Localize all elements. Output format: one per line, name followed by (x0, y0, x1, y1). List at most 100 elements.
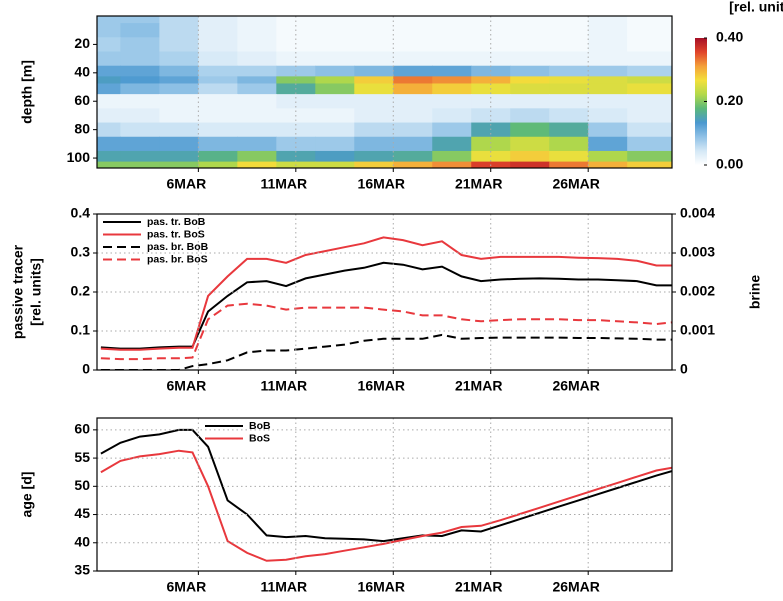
heat-cell (315, 76, 355, 85)
heat-cell (510, 108, 550, 124)
heat-cell (627, 76, 672, 85)
heat-cell (627, 37, 672, 53)
heat-cell (120, 51, 160, 67)
heat-cell (315, 108, 355, 124)
heat-cell (588, 51, 628, 67)
y-tick-label: 35 (74, 562, 90, 578)
series-line (100, 428, 672, 543)
y2-tick-label: 0.004 (680, 205, 715, 221)
heat-cell (237, 94, 277, 109)
heat-cell (393, 16, 433, 24)
legend-label: BoB (249, 420, 271, 432)
heat-cell (237, 37, 277, 53)
heat-cell (627, 16, 672, 24)
heat-cell (276, 37, 316, 53)
heat-cell (588, 76, 628, 85)
y2-tick-label: 0.002 (680, 283, 715, 299)
heat-cell (237, 150, 277, 163)
heat-cell (471, 136, 511, 152)
heat-cell (393, 94, 433, 109)
y-axis-label: [rel. units] (28, 258, 44, 326)
x-tick-label: 16MAR (358, 579, 405, 595)
heat-cell (588, 65, 628, 77)
heat-cell (549, 161, 589, 168)
heat-cell (120, 150, 160, 163)
heat-cell (510, 122, 550, 138)
heat-cell (627, 122, 672, 138)
heat-cell (393, 136, 433, 152)
heat-cell (393, 150, 433, 163)
plot-area (100, 236, 672, 370)
heat-cell (97, 83, 121, 95)
y-tick-label: 0.2 (71, 283, 91, 299)
colorbar-tick-label: 0.20 (716, 92, 743, 108)
heat-cell (393, 161, 433, 168)
legend-label: pas. tr. BoB (147, 216, 206, 228)
heat-cell (120, 65, 160, 77)
y-axis-label: age [d] (19, 472, 35, 518)
heat-cell (97, 122, 121, 138)
heat-cell (471, 51, 511, 67)
y-axis-label: passive tracer (10, 244, 26, 339)
heat-cell (198, 16, 238, 24)
heat-cell (354, 83, 394, 95)
heat-cell (159, 161, 199, 168)
heat-cell (510, 37, 550, 53)
heat-cell (588, 23, 628, 38)
heat-cell (159, 51, 199, 67)
legend-label: pas. br. BoB (147, 241, 209, 253)
heat-cell (510, 76, 550, 85)
heat-cell (97, 161, 121, 168)
heat-cell (120, 122, 160, 138)
heat-cell (549, 122, 589, 138)
heat-cell (354, 16, 394, 24)
heat-cell (198, 136, 238, 152)
heat-cell (432, 83, 472, 95)
y-tick-label: 60 (74, 421, 90, 437)
heat-cell (510, 51, 550, 67)
heat-cell (97, 136, 121, 152)
heat-cell (354, 161, 394, 168)
heat-cell (237, 122, 277, 138)
heat-cell (159, 94, 199, 109)
legend-label: pas. tr. BoS (147, 228, 205, 240)
heat-cell (198, 108, 238, 124)
heat-cell (120, 23, 160, 38)
heat-cell (549, 136, 589, 152)
heat-cell (198, 23, 238, 38)
heat-cell (315, 83, 355, 95)
heat-cell (393, 76, 433, 85)
heat-cell (159, 23, 199, 38)
y-tick-label: 0.4 (71, 205, 91, 221)
heat-cell (432, 150, 472, 163)
heat-cell (97, 23, 121, 38)
heat-cell (315, 51, 355, 67)
colorbar (695, 38, 707, 165)
heat-cell (315, 122, 355, 138)
heat-cell (393, 108, 433, 124)
heat-cell (237, 65, 277, 77)
heat-cell (627, 94, 672, 109)
heat-cell (120, 83, 160, 95)
heat-cell (354, 51, 394, 67)
heat-cell (471, 16, 511, 24)
heat-cell (159, 122, 199, 138)
x-tick-label: 11MAR (260, 176, 307, 192)
heat-cell (549, 16, 589, 24)
heat-cell (432, 65, 472, 77)
heat-cell (510, 136, 550, 152)
heat-cell (432, 37, 472, 53)
heat-cell (354, 94, 394, 109)
heat-cell (198, 83, 238, 95)
heat-cell (510, 94, 550, 109)
heat-cell (510, 83, 550, 95)
legend-label: pas. br. BoS (147, 253, 208, 265)
heat-cell (198, 76, 238, 85)
heat-cell (588, 122, 628, 138)
heat-cell (510, 161, 550, 168)
y-tick-label: 55 (74, 449, 90, 465)
y2-tick-label: 0.003 (680, 244, 715, 260)
heat-cell (159, 108, 199, 124)
heat-cell (315, 16, 355, 24)
